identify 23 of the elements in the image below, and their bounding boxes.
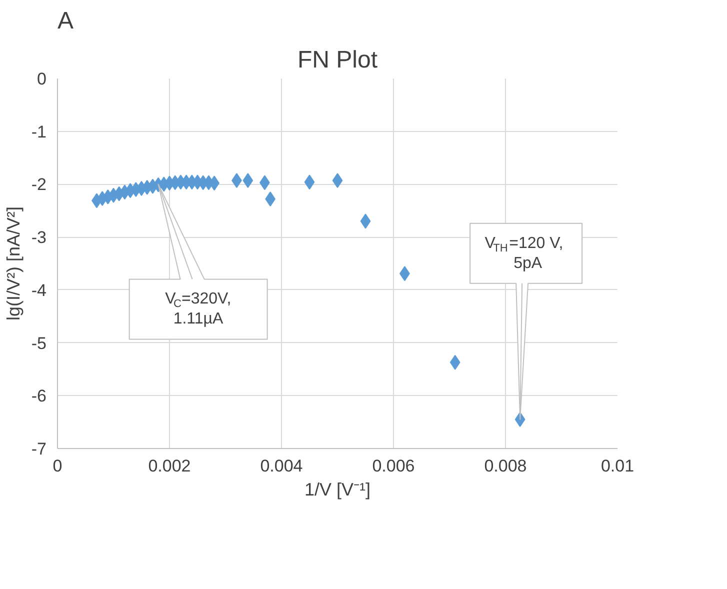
y-tick-label: -6: [31, 386, 47, 406]
point: [360, 214, 371, 229]
y-tick-label: -5: [31, 334, 47, 353]
text: A: [58, 8, 74, 34]
x-tick-label: 0.006: [372, 456, 415, 476]
point: [332, 173, 343, 188]
y-tick-label: -1: [31, 122, 47, 142]
x-tick-label: 0.01: [600, 456, 634, 476]
y-tick-label: -7: [31, 440, 47, 458]
y-tick-label: 0: [37, 70, 47, 88]
x-tick-label: 0.004: [260, 456, 303, 476]
x-tick-label: 0: [52, 456, 62, 476]
x-tick-label: 0.008: [484, 456, 527, 476]
point: [242, 173, 254, 188]
point: [304, 174, 315, 190]
x-axis-title: 1/V [V⁻¹]: [304, 480, 371, 500]
x-tick-label: 0.002: [148, 456, 191, 476]
point: [450, 354, 460, 370]
y-tick-label: -2: [31, 175, 47, 194]
y-tick-label: -3: [31, 228, 47, 248]
y-axis-title: lg(I/V²) [nA/V²]: [3, 206, 24, 321]
y-tick-label: -4: [31, 280, 47, 300]
chart-title: FN Plot: [297, 46, 378, 74]
